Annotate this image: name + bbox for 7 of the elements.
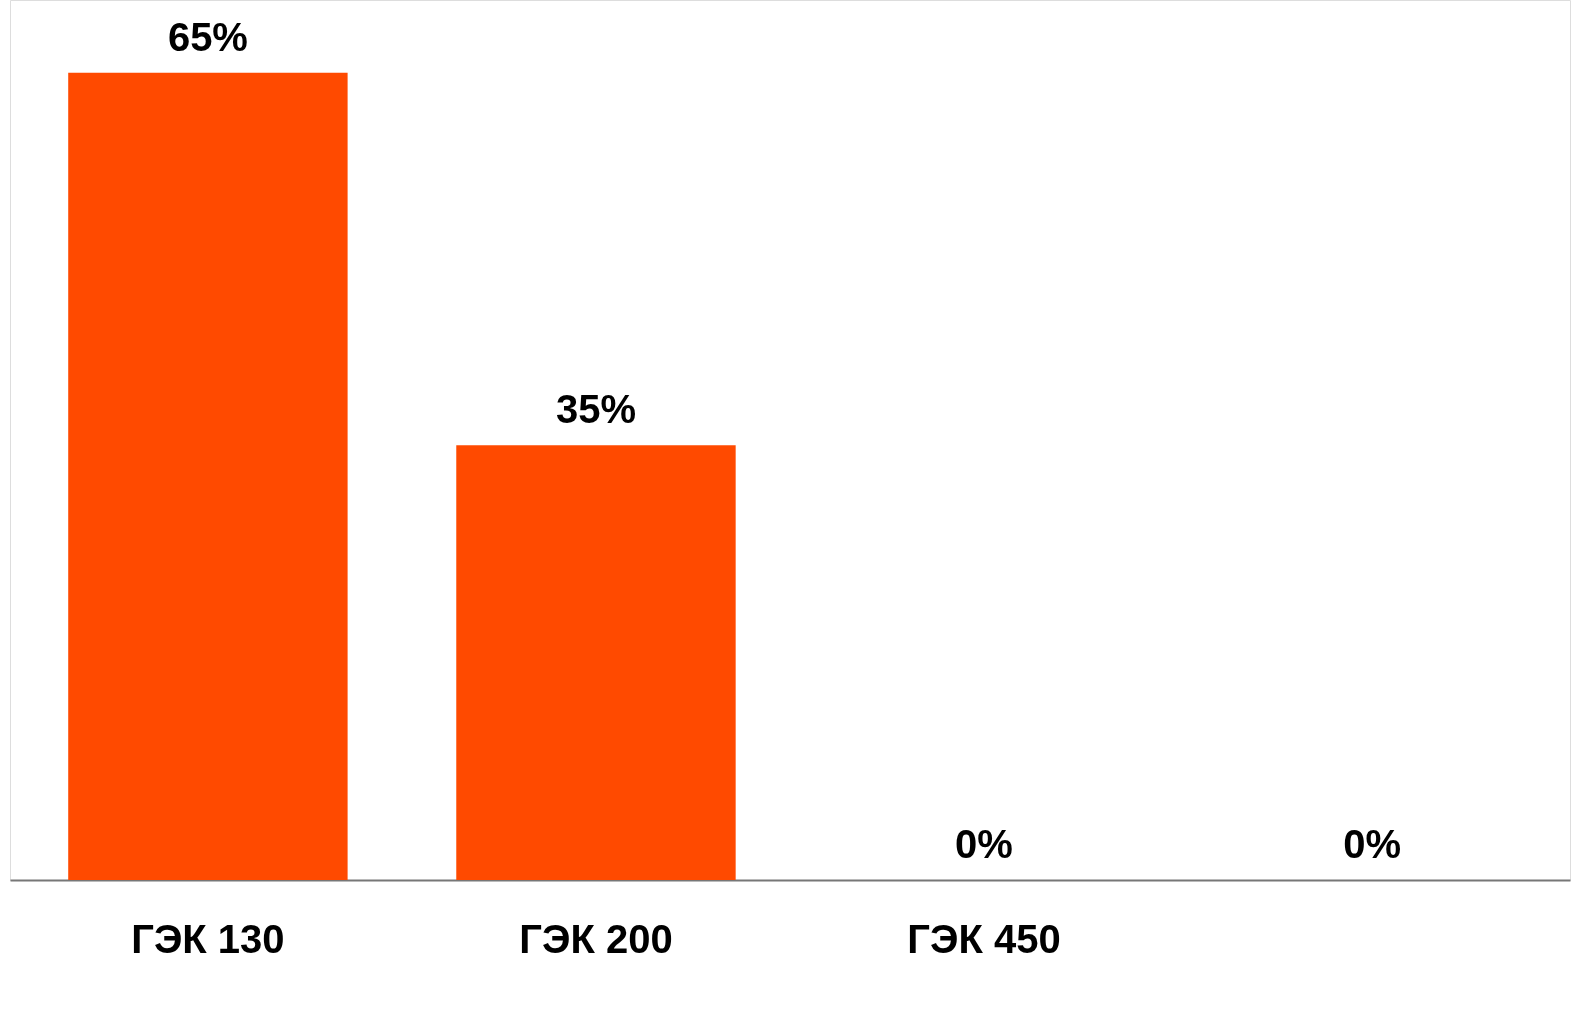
x-tick-label: ГЭК 200 <box>519 916 673 961</box>
data-label: 0% <box>1343 822 1401 866</box>
data-label: 65% <box>167 14 248 59</box>
data-label: 0% <box>955 822 1013 866</box>
x-tick-label: ГЭК 450 <box>907 916 1061 961</box>
data-label: 35% <box>555 387 636 432</box>
x-tick-label: ГЭК 130 <box>131 916 285 961</box>
